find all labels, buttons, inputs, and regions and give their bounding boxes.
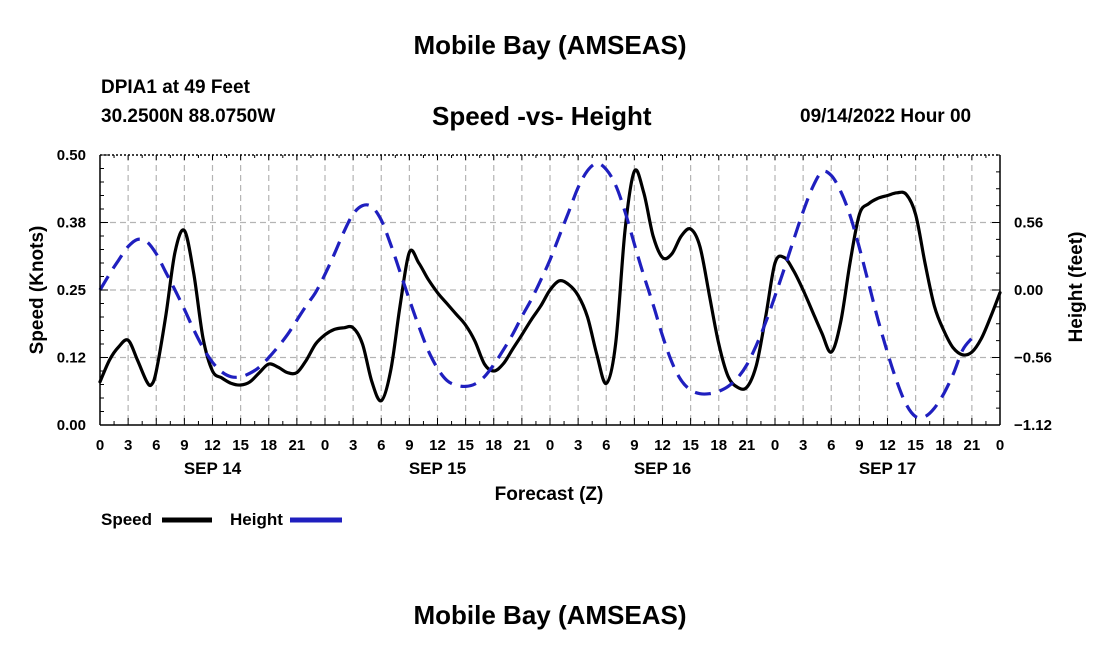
legend-height-label: Height [230, 510, 283, 529]
x-tick-label: 15 [232, 437, 249, 454]
x-tick-label: 15 [907, 437, 924, 454]
y2-tick-label: −1.12 [1014, 417, 1052, 434]
y-tick-label: 0.38 [57, 215, 86, 232]
series-speed-line [98, 168, 1002, 403]
y-tick-label: 0.25 [57, 282, 86, 299]
chart-main-title: Mobile Bay (AMSEAS) [413, 30, 687, 60]
y2-tick-label: −0.56 [1014, 350, 1052, 367]
x-tick-label: 3 [124, 437, 132, 454]
x-tick-label: 3 [574, 437, 582, 454]
series-layer [98, 161, 1002, 420]
x-axis-label: Forecast (Z) [495, 484, 604, 505]
x-tick-label: 9 [180, 437, 188, 454]
day-label: SEP 16 [634, 459, 691, 478]
x-tick-label: 15 [457, 437, 474, 454]
x-tick-label: 18 [260, 437, 277, 454]
x-tick-label: 18 [935, 437, 952, 454]
x-tick-label: 9 [630, 437, 638, 454]
labels-layer: 0 3 6 9 12 15 18 21 0 3 6 9 12 15 18 21 0 3 6 9 12 15 18 21 0 3 6 9… [57, 147, 1052, 478]
y2-tick-label: 0.00 [1014, 282, 1043, 299]
grid-lines [100, 155, 1000, 425]
x-tick-label: 6 [152, 437, 160, 454]
x-tick-label: 9 [405, 437, 413, 454]
station-label: DPIA1 at 49 Feet [101, 77, 250, 98]
x-tick-label: 12 [879, 437, 896, 454]
y-axis-label: Speed (Knots) [27, 226, 48, 355]
series-height-line [98, 161, 974, 420]
x-tick-label: 0 [321, 437, 329, 454]
x-tick-label: 3 [799, 437, 807, 454]
x-tick-label: 12 [429, 437, 446, 454]
y-tick-label: 0.50 [57, 147, 86, 164]
x-tick-label: 6 [827, 437, 835, 454]
day-label: SEP 17 [859, 459, 916, 478]
x-tick-label: 0 [546, 437, 554, 454]
x-tick-label: 6 [377, 437, 385, 454]
x-tick-label: 18 [710, 437, 727, 454]
x-tick-label: 15 [682, 437, 699, 454]
station-coordinates: 30.2500N 88.0750W [101, 106, 276, 127]
day-label: SEP 14 [184, 459, 242, 478]
day-label: SEP 15 [409, 459, 466, 478]
axes-layer [99, 154, 1001, 426]
x-tick-label: 9 [855, 437, 863, 454]
x-tick-label: 21 [289, 437, 306, 454]
y2-tick-label: 0.56 [1014, 215, 1043, 232]
forecast-timestamp: 09/14/2022 Hour 00 [800, 106, 972, 127]
x-tick-label: 21 [514, 437, 531, 454]
x-tick-label: 0 [996, 437, 1004, 454]
chart-subtitle: Speed -vs- Height [432, 101, 652, 131]
x-tick-label: 3 [349, 437, 357, 454]
x-tick-label: 0 [96, 437, 104, 454]
y2-axis-label: Height (feet) [1066, 232, 1087, 343]
second-chart-title: Mobile Bay (AMSEAS) [413, 600, 687, 630]
x-tick-label: 12 [654, 437, 671, 454]
legend-speed-label: Speed [101, 510, 152, 529]
x-tick-label: 21 [964, 437, 981, 454]
y-tick-label: 0.12 [57, 350, 86, 367]
x-tick-label: 21 [739, 437, 756, 454]
x-tick-label: 18 [485, 437, 502, 454]
x-tick-label: 0 [771, 437, 779, 454]
y-tick-label: 0.00 [57, 417, 86, 434]
legend: Speed Height [101, 510, 342, 529]
x-tick-label: 6 [602, 437, 610, 454]
x-tick-label: 12 [204, 437, 221, 454]
